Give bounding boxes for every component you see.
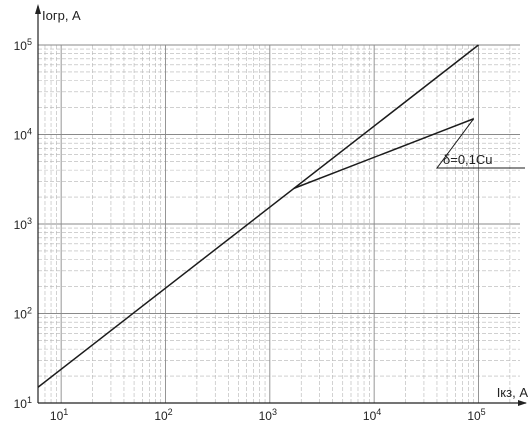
y-axis-arrow <box>35 4 41 14</box>
y-tick-label: 104 <box>14 127 32 143</box>
series-layer <box>37 44 479 388</box>
y-tick-label: 103 <box>14 216 32 232</box>
annotation-label: δ=0,1Cu <box>443 152 493 167</box>
y-tick-label: 105 <box>14 37 32 53</box>
annotation-leader-line <box>436 118 525 169</box>
x-tick-label: 101 <box>50 407 68 423</box>
x-tick-label: 105 <box>467 407 485 423</box>
axis-labels: Iогр, A Iкз, A <box>42 8 528 400</box>
y-axis-label: Iогр, A <box>42 8 81 23</box>
x-axis-label: Iкз, A <box>497 385 529 400</box>
annotations: δ=0,1Cu <box>436 118 525 169</box>
axes <box>35 4 527 406</box>
minor-grid <box>37 45 520 403</box>
x-tick-label: 104 <box>363 407 381 423</box>
series-line-1 <box>37 44 479 388</box>
y-tick-label: 101 <box>14 395 32 411</box>
x-axis-arrow <box>518 400 527 406</box>
tick-labels: 101 102 103 104 105 101 102 103 104 105 <box>14 37 486 423</box>
y-tick-label: 102 <box>14 306 32 322</box>
series-line-2 <box>293 118 474 190</box>
x-tick-label: 102 <box>154 407 172 423</box>
x-tick-label: 103 <box>259 407 277 423</box>
